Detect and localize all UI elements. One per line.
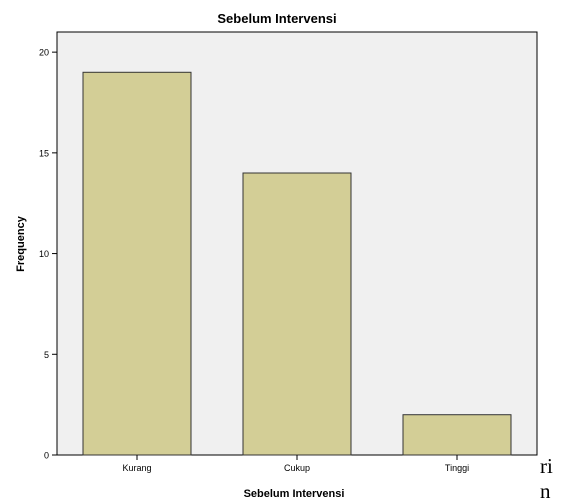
y-axis-ticks: 0 5 10 15 20 bbox=[39, 48, 57, 461]
y-tick-label: 20 bbox=[39, 48, 49, 58]
x-tick-label-tinggi: Tinggi bbox=[445, 463, 469, 473]
bar-cukup bbox=[242, 172, 352, 456]
x-axis-ticks: Kurang Cukup Tinggi bbox=[122, 455, 469, 473]
y-tick-label: 10 bbox=[39, 249, 49, 259]
y-axis-label: Frequency bbox=[15, 215, 27, 272]
x-axis-label: Sebelum Intervensi bbox=[244, 488, 345, 500]
bar-tinggi bbox=[402, 414, 512, 456]
bar-kurang bbox=[82, 71, 192, 456]
page-fragment-line2: n bbox=[540, 479, 551, 501]
x-tick-label-kurang: Kurang bbox=[122, 463, 151, 473]
bars-group bbox=[82, 71, 512, 456]
chart-title: Sebelum Intervensi bbox=[217, 11, 336, 26]
page-fragment-line1: ri bbox=[540, 454, 553, 478]
y-tick-label: 5 bbox=[44, 350, 49, 360]
x-tick-label-cukup: Cukup bbox=[284, 463, 310, 473]
y-tick-label: 15 bbox=[39, 148, 49, 158]
y-tick-label: 0 bbox=[44, 451, 49, 461]
